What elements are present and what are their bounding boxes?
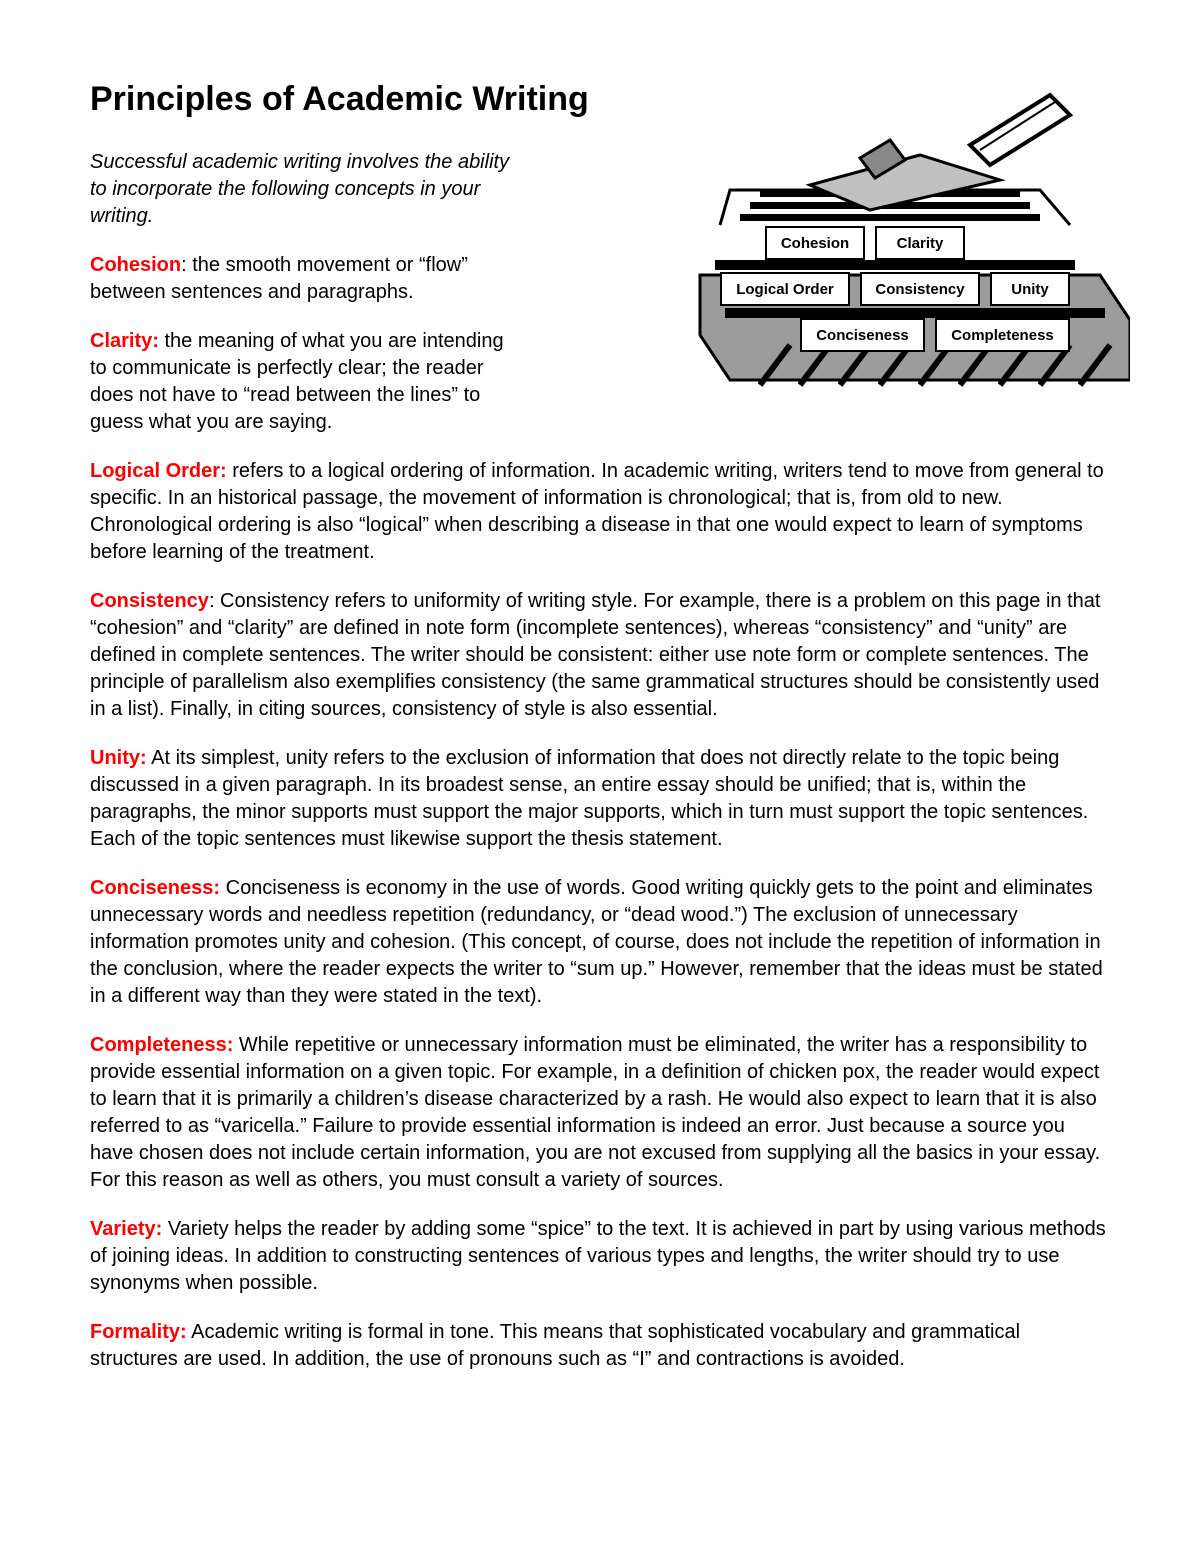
term-variety: Variety: <box>90 1218 162 1240</box>
document-page: Cohesion Clarity Logical Order Consisten… <box>0 0 1200 1553</box>
term-clarity: Clarity: <box>90 330 159 352</box>
def-consistency: Consistency: Consistency refers to unifo… <box>90 588 1110 723</box>
trowel-icon <box>670 90 1130 400</box>
def-unity: Unity: At its simplest, unity refers to … <box>90 745 1110 853</box>
term-completeness: Completeness: <box>90 1034 233 1056</box>
term-logical-order: Logical Order: <box>90 460 227 482</box>
def-logical-order: Logical Order: refers to a logical order… <box>90 458 1110 566</box>
def-variety: Variety: Variety helps the reader by add… <box>90 1216 1110 1297</box>
term-conciseness: Conciseness: <box>90 877 220 899</box>
def-cohesion: Cohesion: the smooth movement or “flow” … <box>90 252 510 306</box>
def-formality: Formality: Academic writing is formal in… <box>90 1319 1110 1373</box>
intro-text: Successful academic writing involves the… <box>90 149 530 230</box>
term-formality: Formality: <box>90 1321 187 1343</box>
term-cohesion: Cohesion <box>90 254 181 276</box>
def-clarity: Clarity: the meaning of what you are int… <box>90 328 510 436</box>
term-unity: Unity: <box>90 747 147 769</box>
term-consistency: Consistency <box>90 590 209 612</box>
def-completeness: Completeness: While repetitive or unnece… <box>90 1032 1110 1194</box>
wall-diagram: Cohesion Clarity Logical Order Consisten… <box>670 90 1130 400</box>
def-conciseness: Conciseness: Conciseness is economy in t… <box>90 875 1110 1010</box>
